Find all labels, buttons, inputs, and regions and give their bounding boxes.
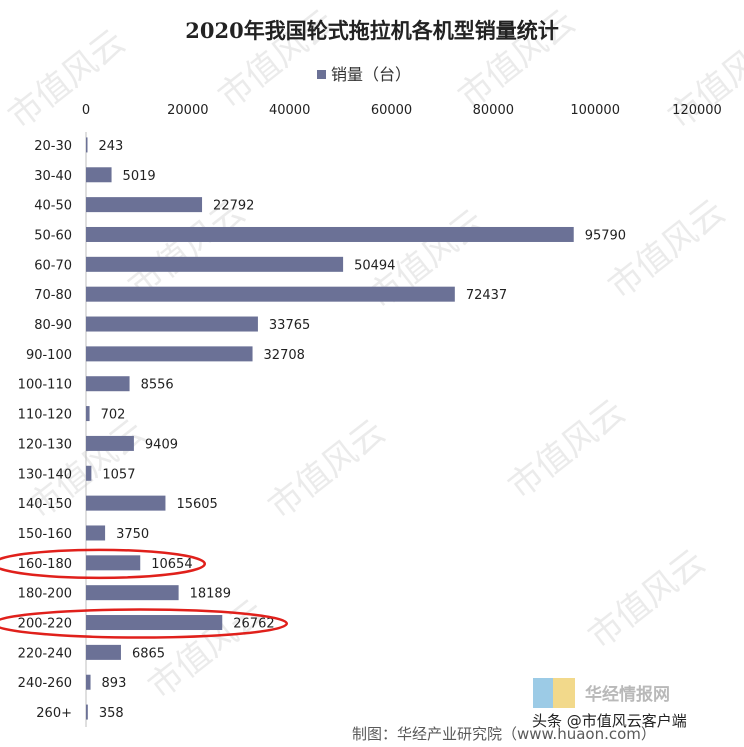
brand-logo-mark-blue — [533, 678, 555, 708]
data-label: 358 — [99, 706, 124, 721]
bar — [86, 674, 91, 690]
data-label: 22792 — [213, 199, 254, 214]
bar — [86, 585, 179, 601]
category-label: 50-60 — [34, 228, 72, 243]
category-label: 20-30 — [34, 139, 72, 154]
highlight-ellipse — [0, 608, 288, 639]
category-label: 60-70 — [34, 258, 72, 273]
data-label: 50494 — [354, 258, 395, 273]
data-label: 9409 — [145, 437, 178, 452]
bar — [86, 137, 88, 153]
x-tick-label: 100000 — [570, 103, 620, 118]
data-label: 95790 — [585, 228, 626, 243]
data-label: 893 — [102, 676, 127, 691]
chart-title: 2020年我国轮式拖拉机各机型销量统计 — [185, 18, 558, 43]
category-labels: 20-30 30-40 40-50 50-60 60-70 70-80 80-90 90-10… — [18, 139, 72, 721]
bar — [86, 465, 92, 481]
category-label: 110-120 — [18, 408, 72, 423]
x-tick-label: 60000 — [371, 103, 412, 118]
category-label: 140-150 — [18, 497, 72, 512]
data-label: 33765 — [269, 318, 310, 333]
category-label: 150-160 — [18, 527, 72, 542]
highlight-ellipse — [0, 548, 206, 580]
category-label: 80-90 — [34, 318, 72, 333]
data-label: 18189 — [190, 587, 231, 602]
source-credit: 制图：华经产业研究院（www.huaon.com） — [352, 725, 656, 743]
brand-logo-text: 华经情报网 — [585, 684, 670, 705]
overlay-credit: 头条 @市值风云客户端 — [532, 712, 687, 730]
value-labels: 243 5019 22792 95790 50494 72437 33765 32708 855… — [99, 139, 627, 721]
category-label: 200-220 — [18, 617, 72, 632]
data-label: 26762 — [233, 617, 274, 632]
bar — [86, 525, 106, 541]
bar — [86, 256, 344, 272]
data-label: 1057 — [102, 467, 135, 482]
category-label: 130-140 — [18, 467, 72, 482]
category-label: 120-130 — [18, 437, 72, 452]
watermark-text: 市值风云 — [261, 412, 393, 527]
x-axis-ticks: 0 20000 40000 60000 80000 100000 120000 — [82, 103, 722, 118]
bar — [86, 376, 130, 392]
bar — [86, 704, 88, 720]
category-label: 240-260 — [18, 676, 72, 691]
bar — [86, 435, 134, 451]
category-label: 220-240 — [18, 646, 72, 661]
data-label: 702 — [101, 408, 126, 423]
data-label: 10654 — [151, 557, 192, 572]
bar — [86, 615, 223, 631]
bar — [86, 555, 141, 571]
x-tick-label: 120000 — [672, 103, 722, 118]
category-label: 260+ — [36, 706, 72, 721]
legend-label: 销量（台） — [331, 65, 411, 84]
x-tick-label: 20000 — [167, 103, 208, 118]
bar — [86, 495, 166, 511]
data-label: 243 — [99, 139, 124, 154]
data-label: 72437 — [466, 288, 507, 303]
data-label: 32708 — [264, 348, 305, 363]
bar — [86, 346, 253, 362]
bar — [86, 197, 203, 213]
category-label: 30-40 — [34, 169, 72, 184]
x-tick-label: 0 — [82, 103, 90, 118]
data-label: 15605 — [176, 497, 217, 512]
legend-swatch — [317, 70, 326, 79]
watermark-text: 市值风云 — [601, 192, 733, 307]
data-label: 8556 — [141, 378, 174, 393]
category-label: 100-110 — [18, 378, 72, 393]
watermark-text: 市值风云 — [661, 22, 744, 137]
category-label: 40-50 — [34, 199, 72, 214]
data-label: 6865 — [132, 646, 165, 661]
bar — [86, 644, 121, 660]
x-tick-label: 80000 — [473, 103, 514, 118]
bar — [86, 316, 258, 332]
data-label: 3750 — [116, 527, 149, 542]
category-label: 180-200 — [18, 587, 72, 602]
bar — [86, 226, 574, 242]
brand-logo-mark-yellow — [553, 678, 575, 708]
watermark-text: 市值风云 — [1, 22, 133, 137]
legend: 销量（台） — [317, 65, 411, 84]
brand-logo: 华经情报网 — [533, 678, 670, 708]
watermark-text: 市值风云 — [501, 392, 633, 507]
bar — [86, 167, 112, 183]
category-label: 70-80 — [34, 288, 72, 303]
watermark-text: 市值风云 — [581, 542, 713, 657]
highlight-ellipses — [0, 548, 288, 639]
data-label: 5019 — [123, 169, 156, 184]
x-tick-label: 40000 — [269, 103, 310, 118]
category-label: 90-100 — [26, 348, 72, 363]
bars — [86, 137, 574, 720]
bar — [86, 286, 455, 302]
bar — [86, 406, 90, 422]
category-label: 160-180 — [18, 557, 72, 572]
